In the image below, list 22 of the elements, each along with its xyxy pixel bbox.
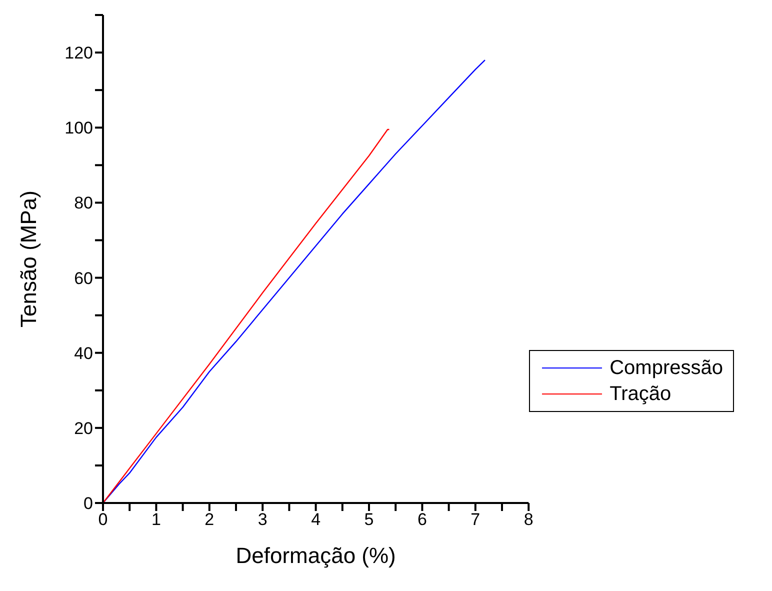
y-tick-label: 60 [74, 268, 93, 288]
line-series [103, 59, 486, 503]
x-tick-label: 0 [98, 510, 108, 530]
x-tick-label: 5 [364, 510, 374, 530]
x-axis-title: Deformação (%) [236, 543, 396, 568]
y-tick-label: 120 [64, 44, 93, 63]
y-axis-title: Tensão (MPa) [16, 190, 41, 328]
x-tick-label: 4 [311, 510, 321, 530]
y-tick-label: 0 [84, 494, 93, 514]
legend-label: Tração [610, 382, 672, 406]
line-series [103, 128, 390, 503]
x-tick-label: 3 [258, 510, 268, 530]
x-tick-label: 7 [470, 510, 480, 530]
x-tick-label: 8 [524, 510, 534, 530]
x-tick-label: 6 [417, 510, 427, 530]
y-tick-label: 80 [74, 194, 93, 213]
y-tick-label: 20 [74, 418, 93, 438]
x-tick-label: 2 [204, 510, 214, 530]
x-tick-label: 1 [151, 510, 161, 530]
y-tick-label: 40 [74, 344, 93, 363]
legend-label: Compressão [610, 356, 723, 380]
y-tick-label: 100 [64, 118, 93, 138]
